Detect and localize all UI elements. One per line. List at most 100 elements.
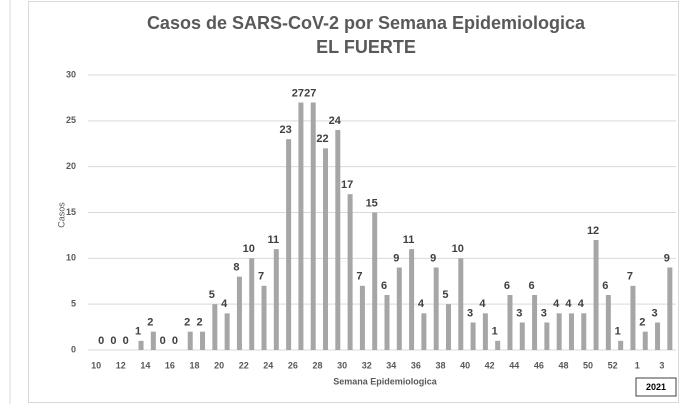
bar: [519, 322, 525, 350]
x-tick-label: 18: [190, 360, 200, 370]
bar: [236, 276, 242, 350]
bar: [347, 194, 353, 350]
data-label: 0: [172, 335, 178, 347]
bar: [384, 295, 390, 350]
bar: [138, 340, 144, 350]
x-tick-label: 30: [337, 360, 347, 370]
x-tick-label: 26: [288, 360, 298, 370]
data-label: 1: [492, 326, 498, 338]
bar: [261, 285, 267, 350]
bar: [273, 249, 279, 350]
data-label: 24: [329, 115, 342, 127]
bar: [187, 331, 193, 350]
x-tick-label: 20: [214, 360, 224, 370]
bar: [507, 295, 513, 350]
x-tick-label: 16: [165, 360, 175, 370]
bar: [458, 258, 464, 350]
x-tick-label: 36: [411, 360, 421, 370]
data-label: 3: [651, 307, 657, 319]
bar: [544, 322, 550, 350]
data-label: 4: [578, 298, 585, 310]
bar: [396, 267, 402, 350]
data-label: 27: [292, 87, 304, 99]
data-label: 10: [243, 243, 255, 255]
data-label: 4: [221, 298, 228, 310]
data-label: 23: [279, 124, 291, 136]
bar: [421, 313, 427, 350]
chart-subtitle: EL FUERTE: [316, 37, 416, 57]
bar: [495, 340, 501, 350]
bar: [593, 240, 599, 350]
bar: [212, 304, 218, 350]
bar: [409, 249, 415, 350]
x-tick-label: 44: [509, 360, 519, 370]
y-tick-label: 15: [66, 207, 76, 217]
data-label: 9: [430, 252, 436, 264]
data-label: 10: [452, 243, 464, 255]
x-tick-label: 46: [534, 360, 544, 370]
y-tick-label: 10: [66, 253, 76, 263]
bar: [581, 313, 587, 350]
data-label: 5: [442, 289, 448, 301]
bar: [445, 304, 451, 350]
data-label: 11: [267, 234, 279, 246]
data-label: 4: [553, 298, 560, 310]
x-tick-label: 40: [460, 360, 470, 370]
y-tick-label: 5: [71, 299, 76, 309]
x-tick-label: 52: [608, 360, 618, 370]
x-tick-label: 38: [435, 360, 445, 370]
data-label: 2: [196, 317, 202, 329]
data-label: 0: [98, 335, 104, 347]
y-tick-label: 20: [66, 161, 76, 171]
bar: [310, 102, 316, 350]
bar: [359, 285, 365, 350]
bar: [150, 331, 156, 350]
data-label: 6: [529, 280, 535, 292]
data-label: 9: [664, 252, 670, 264]
x-tick-label: 28: [313, 360, 323, 370]
data-label: 2: [184, 317, 190, 329]
data-label: 1: [615, 326, 621, 338]
data-label: 17: [341, 179, 353, 191]
x-tick-label: 12: [116, 360, 126, 370]
data-label: 5: [209, 289, 215, 301]
bar: [372, 212, 378, 350]
x-tick-label: 14: [140, 360, 150, 370]
data-label: 7: [258, 271, 264, 283]
x-tick-label: 22: [239, 360, 249, 370]
data-label: 9: [393, 252, 399, 264]
x-tick-label: 34: [386, 360, 396, 370]
data-label: 12: [587, 225, 599, 237]
x-tick-label: 1: [635, 360, 640, 370]
annotation-box: [635, 377, 677, 397]
data-label: 7: [356, 271, 362, 283]
data-label: 0: [160, 335, 166, 347]
data-label: 27: [304, 87, 316, 99]
chart-title: Casos de SARS-CoV-2 por Semana Epidemiol…: [147, 13, 586, 33]
data-label: 3: [467, 307, 473, 319]
bar: [642, 331, 648, 350]
bar: [667, 267, 673, 350]
bar: [298, 102, 304, 350]
x-tick-label: 50: [583, 360, 593, 370]
bar: [470, 322, 476, 350]
x-tick-label: 3: [659, 360, 664, 370]
data-label: 6: [381, 280, 387, 292]
bar: [605, 295, 611, 350]
bar: [568, 313, 574, 350]
bar: [618, 340, 624, 350]
x-tick-label: 10: [91, 360, 101, 370]
data-label: 4: [479, 298, 486, 310]
data-label: 1: [135, 326, 141, 338]
data-label: 15: [366, 197, 378, 209]
bar: [433, 267, 439, 350]
bar: [556, 313, 562, 350]
bar: [224, 313, 230, 350]
annotation: 2021: [646, 382, 666, 392]
bar: [335, 130, 341, 350]
bar: [200, 331, 206, 350]
x-tick-label: 24: [263, 360, 273, 370]
bar: [655, 322, 661, 350]
data-label: 4: [565, 298, 572, 310]
bar: [532, 295, 538, 350]
